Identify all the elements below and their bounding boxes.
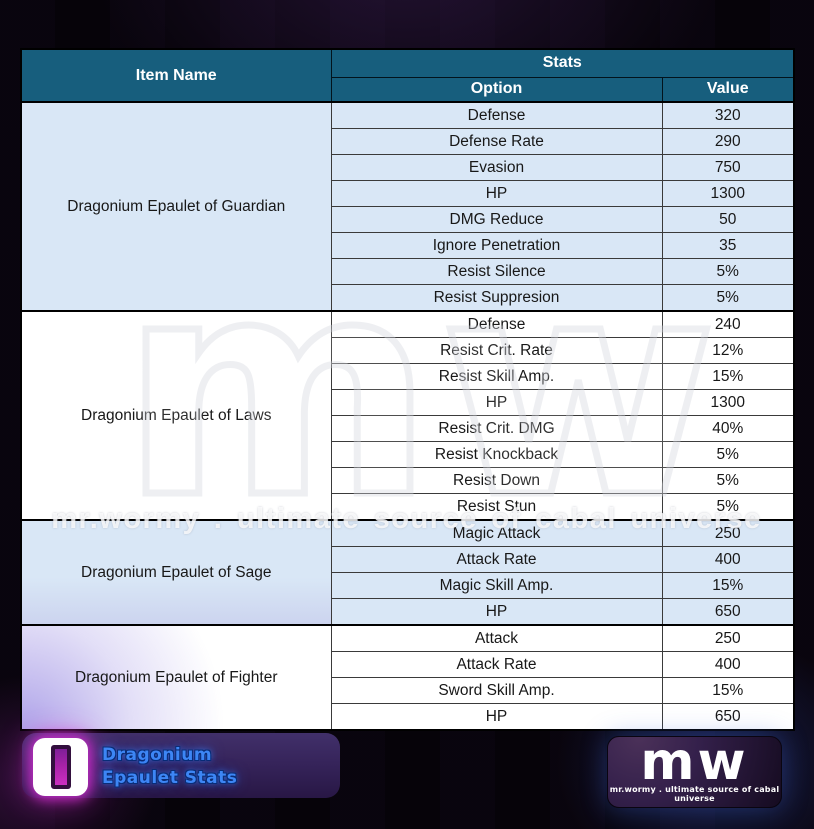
value-cell: 290 <box>661 128 795 155</box>
table-row: Ignore Penetration 35 <box>21 232 795 259</box>
value-cell: 240 <box>661 310 795 338</box>
value-cell: 5% <box>661 258 795 285</box>
mw-logo-tagline: mr.wormy . ultimate source of cabal univ… <box>609 785 780 803</box>
badge-title-line1: Dragonium <box>102 745 213 765</box>
table-row: Defense Rate 290 <box>21 128 795 155</box>
table-row: Resist Stun 5% <box>21 493 795 521</box>
value-cell: 15% <box>661 572 795 599</box>
option-cell: DMG Reduce <box>330 206 663 233</box>
mw-logo-wordmark: mw <box>640 736 749 792</box>
option-cell: Defense Rate <box>330 128 663 155</box>
item-name-cell: Dragonium Epaulet of Laws <box>20 310 332 521</box>
table-row: Magic Skill Amp. 15% <box>21 572 795 599</box>
option-cell: Ignore Penetration <box>330 232 663 259</box>
item-name-cell: Dragonium Epaulet of Fighter <box>20 624 332 731</box>
table-row: Dragonium Epaulet of Fighter Attack 250 <box>20 624 795 731</box>
option-cell: Resist Crit. Rate <box>330 337 663 364</box>
value-cell: 320 <box>661 101 795 129</box>
option-cell: HP <box>330 389 663 416</box>
option-cell: Attack Rate <box>330 546 663 573</box>
header-value: Value <box>661 76 795 103</box>
table-row: Attack Rate 400 <box>21 651 795 678</box>
option-cell: Resist Silence <box>330 258 663 285</box>
table-row: Sword Skill Amp. 15% <box>21 677 795 704</box>
option-cell: Attack Rate <box>330 651 663 678</box>
option-cell: Defense <box>330 101 663 129</box>
option-cell: Resist Suppresion <box>330 284 663 312</box>
table-row: Resist Suppresion 5% <box>21 284 795 312</box>
value-cell: 750 <box>661 154 795 181</box>
value-cell: 250 <box>661 519 795 547</box>
option-cell: Magic Attack <box>330 519 663 547</box>
option-cell: HP <box>330 703 663 731</box>
value-cell: 35 <box>661 232 795 259</box>
value-cell: 400 <box>661 546 795 573</box>
option-cell: HP <box>330 598 663 626</box>
table-row: HP 650 <box>21 598 795 626</box>
value-cell: 250 <box>661 624 795 652</box>
value-cell: 50 <box>661 206 795 233</box>
value-cell: 1300 <box>661 389 795 416</box>
table-row: Resist Silence 5% <box>21 258 795 285</box>
table-row: Dragonium Epaulet of Guardian Defense 320 <box>20 101 795 312</box>
value-cell: 40% <box>661 415 795 442</box>
table-row: Resist Down 5% <box>21 467 795 494</box>
value-cell: 400 <box>661 651 795 678</box>
table-row: HP 1300 <box>21 180 795 207</box>
option-cell: Attack <box>330 624 663 652</box>
table-row: DMG Reduce 50 <box>21 206 795 233</box>
table-row: HP 650 <box>21 703 795 731</box>
table-row: Resist Knockback 5% <box>21 441 795 468</box>
title-badge: Dragonium Epaulet Stats <box>22 733 340 798</box>
table-row: Resist Crit. DMG 40% <box>21 415 795 442</box>
table-row: Resist Crit. Rate 12% <box>21 337 795 364</box>
option-cell: Defense <box>330 310 663 338</box>
value-cell: 5% <box>661 493 795 521</box>
header-option: Option <box>330 76 663 103</box>
option-cell: Resist Down <box>330 467 663 494</box>
epaulet-icon-bar <box>50 745 71 789</box>
header-item-name: Item Name <box>20 48 332 103</box>
header-stats: Stats <box>330 48 795 78</box>
item-name-cell: Dragonium Epaulet of Guardian <box>20 101 332 312</box>
option-cell: Evasion <box>330 154 663 181</box>
value-cell: 1300 <box>661 180 795 207</box>
badge-title-line2: Epaulet Stats <box>102 768 238 788</box>
option-cell: Magic Skill Amp. <box>330 572 663 599</box>
option-cell: HP <box>330 180 663 207</box>
value-cell: 5% <box>661 284 795 312</box>
mw-logo: mw mr.wormy . ultimate source of cabal u… <box>607 736 782 808</box>
option-cell: Resist Crit. DMG <box>330 415 663 442</box>
epaulet-icon <box>33 738 88 796</box>
value-cell: 15% <box>661 363 795 390</box>
table-row: Dragonium Epaulet of Laws Defense 240 <box>20 310 795 521</box>
option-cell: Resist Skill Amp. <box>330 363 663 390</box>
table-row: HP 1300 <box>21 389 795 416</box>
value-cell: 650 <box>661 703 795 731</box>
option-cell: Resist Knockback <box>330 441 663 468</box>
value-cell: 650 <box>661 598 795 626</box>
item-name-cell: Dragonium Epaulet of Sage <box>20 519 332 626</box>
option-cell: Sword Skill Amp. <box>330 677 663 704</box>
value-cell: 5% <box>661 441 795 468</box>
value-cell: 15% <box>661 677 795 704</box>
badge-title: Dragonium Epaulet Stats <box>102 744 237 790</box>
value-cell: 12% <box>661 337 795 364</box>
table-row: Dragonium Epaulet of Sage Magic Attack 250 <box>20 519 795 626</box>
option-cell: Resist Stun <box>330 493 663 521</box>
value-cell: 5% <box>661 467 795 494</box>
epaulet-stats-table: Item Name Stats Option Value Dragonium E… <box>20 48 795 731</box>
